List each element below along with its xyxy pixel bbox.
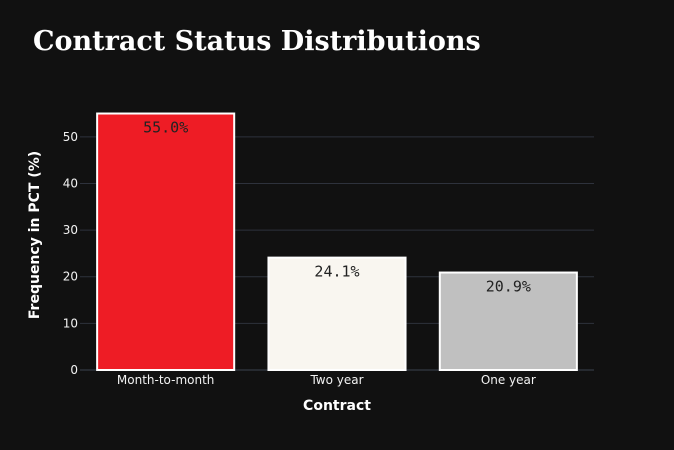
y-tick-label: 50	[63, 130, 78, 144]
bar-value-label: 55.0%	[143, 119, 188, 137]
x-tick-label: One year	[481, 373, 536, 387]
y-tick-label: 10	[63, 316, 78, 330]
x-tick-label: Two year	[309, 373, 363, 387]
y-axis-title: Frequency in PCT (%)	[27, 151, 43, 319]
y-tick-label: 30	[63, 223, 78, 237]
bar-value-label: 20.9%	[486, 278, 531, 296]
x-axis-title: Contract	[303, 398, 371, 414]
bar-value-label: 24.1%	[314, 263, 359, 281]
bar	[438, 271, 578, 371]
bars: 55.0% 24.1% 20.9%	[96, 112, 578, 371]
x-axis-ticks: Month-to-month Two year One year	[117, 373, 536, 387]
bar	[96, 112, 236, 371]
y-tick-label: 40	[63, 176, 78, 190]
bar	[267, 256, 407, 371]
y-axis-ticks: 0 10 20 30 40 50	[63, 130, 78, 377]
y-tick-label: 0	[70, 363, 78, 377]
y-tick-label: 20	[63, 270, 78, 284]
chart-title: Contract Status Distributions	[33, 26, 481, 57]
x-tick-label: Month-to-month	[117, 373, 215, 387]
